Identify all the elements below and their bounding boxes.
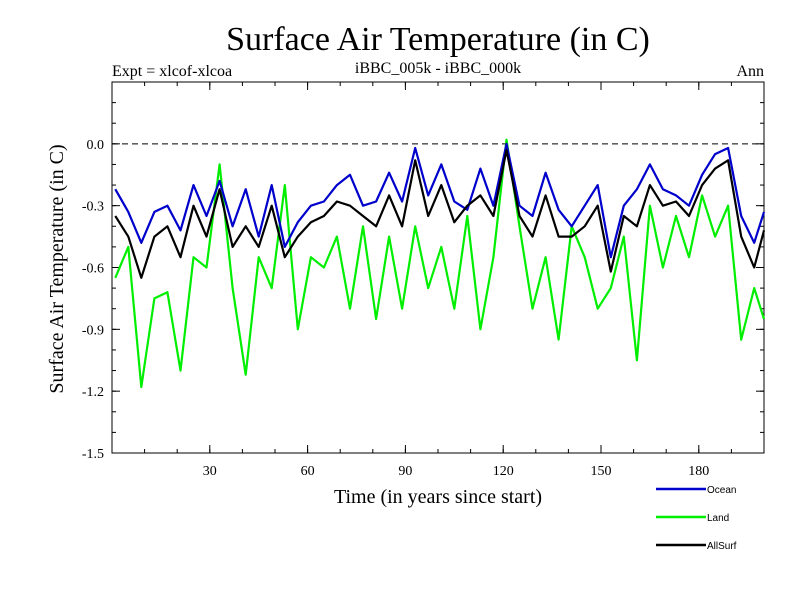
y-tick-label: -1.2 — [82, 385, 104, 400]
experiment-label: Expt = xlcof-xlcoa — [112, 63, 232, 80]
legend: Ocean Land AllSurf — [656, 485, 737, 552]
x-tick-label: 150 — [591, 464, 612, 479]
x-tick-label: 90 — [398, 464, 412, 479]
chart-title: Surface Air Temperature (in C) — [226, 21, 650, 58]
y-tick-label: 0.0 — [87, 138, 105, 153]
x-tick-label: 30 — [203, 464, 217, 479]
y-tick-label: -1.5 — [82, 447, 104, 462]
series-line-ocean — [114, 142, 766, 259]
plot-area — [111, 81, 765, 454]
y-tick-label: -0.3 — [82, 200, 104, 215]
x-tick-label: 180 — [688, 464, 709, 479]
legend-label-land: Land — [707, 513, 729, 524]
y-axis-label: Surface Air Temperature (in C) — [46, 144, 68, 393]
legend-label-allsurf: AllSurf — [707, 541, 737, 552]
series-line-land — [114, 138, 766, 389]
period-label: Ann — [736, 63, 764, 80]
x-tick-label: 60 — [301, 464, 315, 479]
y-tick-label: -0.9 — [82, 323, 104, 338]
legend-label-ocean: Ocean — [707, 485, 736, 496]
run-comparison-label: iBBC_005k - iBBC_000k — [355, 60, 521, 77]
y-tick-label: -0.6 — [82, 262, 104, 277]
x-axis-ticks: 30 60 90 120 150 180 — [144, 82, 732, 479]
x-tick-label: 120 — [493, 464, 514, 479]
x-axis-label: Time (in years since start) — [334, 486, 542, 508]
y-axis-ticks: 0.0 -0.3 -0.6 -0.9 -1.2 -1.5 — [82, 81, 764, 462]
series-line-allsurf — [114, 148, 766, 279]
series-group — [114, 138, 766, 389]
plot-frame — [111, 81, 765, 454]
